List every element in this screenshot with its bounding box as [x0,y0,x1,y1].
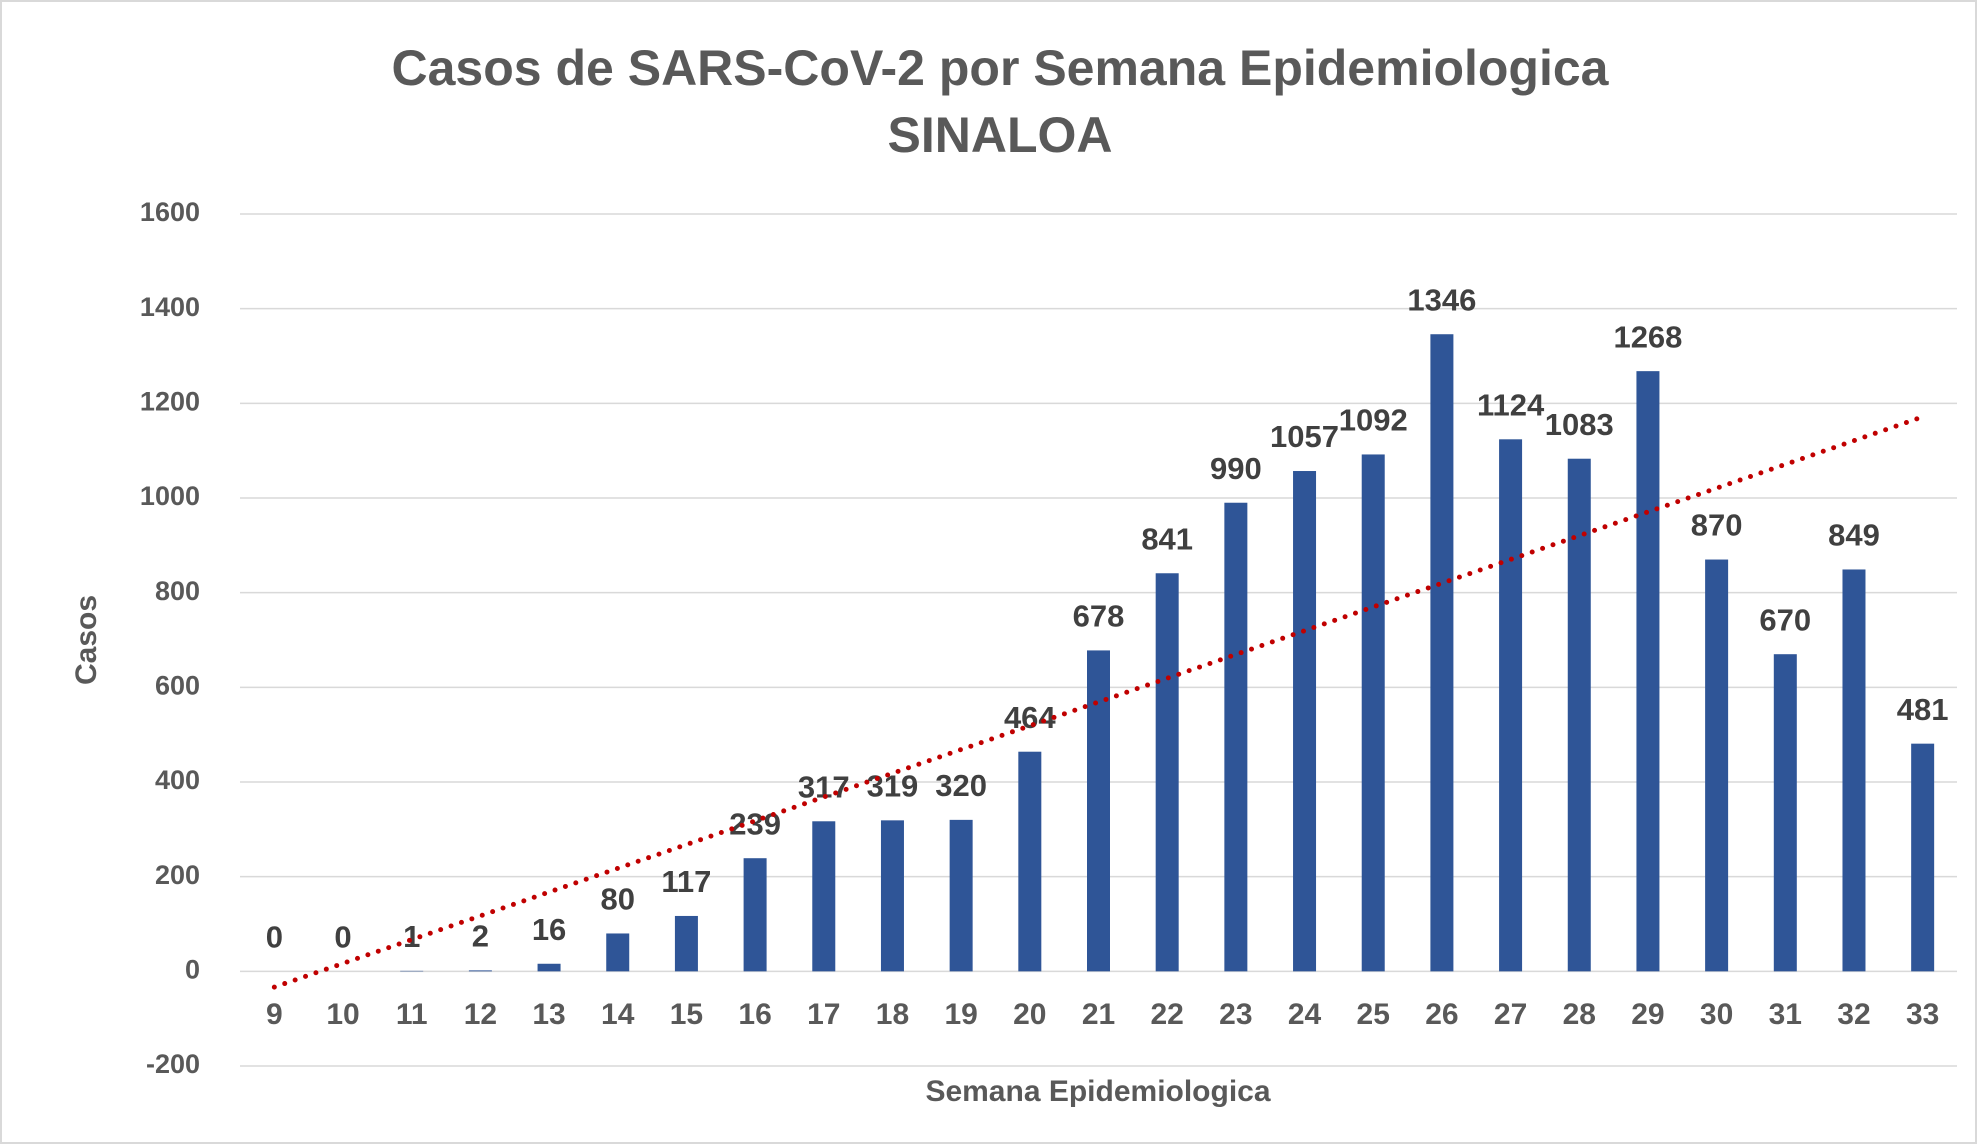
y-tick-label: 600 [155,670,200,700]
data-label: 80 [600,882,634,917]
x-tick-label: 13 [532,998,565,1031]
data-label: 117 [661,864,711,899]
bar [1636,371,1660,972]
chart-title: Casos de SARS-CoV-2 por Semana Epidemiol… [392,40,1610,96]
bar [1567,458,1591,972]
x-tick-label: 16 [738,998,771,1031]
x-tick-label: 9 [266,998,283,1031]
x-tick-label: 23 [1219,998,1252,1031]
bar [949,819,973,972]
x-axis-label: Semana Epidemiologica [925,1075,1270,1108]
x-tick-label: 33 [1906,998,1939,1031]
data-label: 317 [798,769,850,804]
chart-title: SINALOA [888,107,1113,163]
data-label: 1083 [1545,407,1614,442]
x-tick-label: 27 [1494,998,1527,1031]
x-tick-label: 29 [1631,998,1664,1031]
bar [880,820,904,972]
y-axis-label: Casos [70,595,103,685]
y-tick-label: 0 [185,954,200,984]
trendline [271,414,1926,990]
data-label: 16 [532,912,566,947]
data-label: 841 [1141,521,1193,556]
y-tick-label: 1000 [140,481,200,511]
x-tick-label: 18 [876,998,909,1031]
x-tick-label: 32 [1837,998,1870,1031]
bar [1155,573,1179,972]
bar [468,970,492,972]
bar [606,933,630,972]
data-label: 239 [729,806,781,841]
bar [743,858,767,972]
data-label: 990 [1210,451,1262,486]
x-tick-label: 21 [1082,998,1115,1031]
bar [1430,334,1454,972]
bar [1224,502,1248,972]
bar [537,963,561,972]
x-tick-label: 26 [1425,998,1458,1031]
data-label: 1057 [1270,419,1339,454]
x-tick-label: 12 [464,998,497,1031]
x-tick-label: 25 [1357,998,1390,1031]
x-tick-label: 28 [1563,998,1596,1031]
data-label: 0 [334,920,351,955]
x-tick-label: 11 [396,998,428,1031]
bar [1705,559,1729,972]
data-label: 1346 [1407,282,1476,317]
data-label: 0 [266,920,283,955]
y-tick-label: 1400 [140,292,200,322]
data-label: 319 [867,769,919,804]
data-label: 1268 [1613,319,1682,354]
x-tick-label: 31 [1769,998,1802,1031]
y-tick-label: 1600 [140,197,200,227]
data-label: 670 [1759,602,1811,637]
x-tick-label: 20 [1013,998,1046,1031]
data-label: 2 [472,919,489,954]
x-tick-label: 17 [807,998,840,1031]
x-tick-label: 19 [944,998,977,1031]
bar [1018,751,1042,972]
bar [1499,439,1523,972]
data-label: 1092 [1339,403,1408,438]
y-tick-label: 200 [155,860,200,890]
bar [1911,743,1935,972]
x-tick-label: 14 [601,998,635,1031]
data-label: 1 [403,919,420,954]
x-tick-label: 15 [670,998,703,1031]
bar [812,821,836,972]
y-tick-label: 1200 [140,386,200,416]
bar [1293,471,1317,972]
data-label: 320 [935,768,987,803]
data-label: 849 [1828,518,1880,553]
y-tick-label: 800 [155,576,200,606]
bar [1842,569,1866,972]
data-label: 464 [1004,700,1056,735]
x-tick-label: 24 [1288,998,1322,1031]
bar [1087,650,1110,972]
data-label: 1124 [1477,387,1545,422]
x-tick-label: 30 [1700,998,1733,1031]
y-tick-label: 400 [155,765,200,795]
y-tick-label: -200 [146,1049,200,1079]
bar [1773,654,1797,972]
x-tick-label: 10 [326,998,359,1031]
bar [1361,454,1385,972]
data-label: 870 [1691,508,1743,543]
data-label: 481 [1897,692,1949,727]
bar [674,915,698,972]
data-label: 678 [1073,599,1125,634]
x-tick-label: 22 [1150,998,1183,1031]
